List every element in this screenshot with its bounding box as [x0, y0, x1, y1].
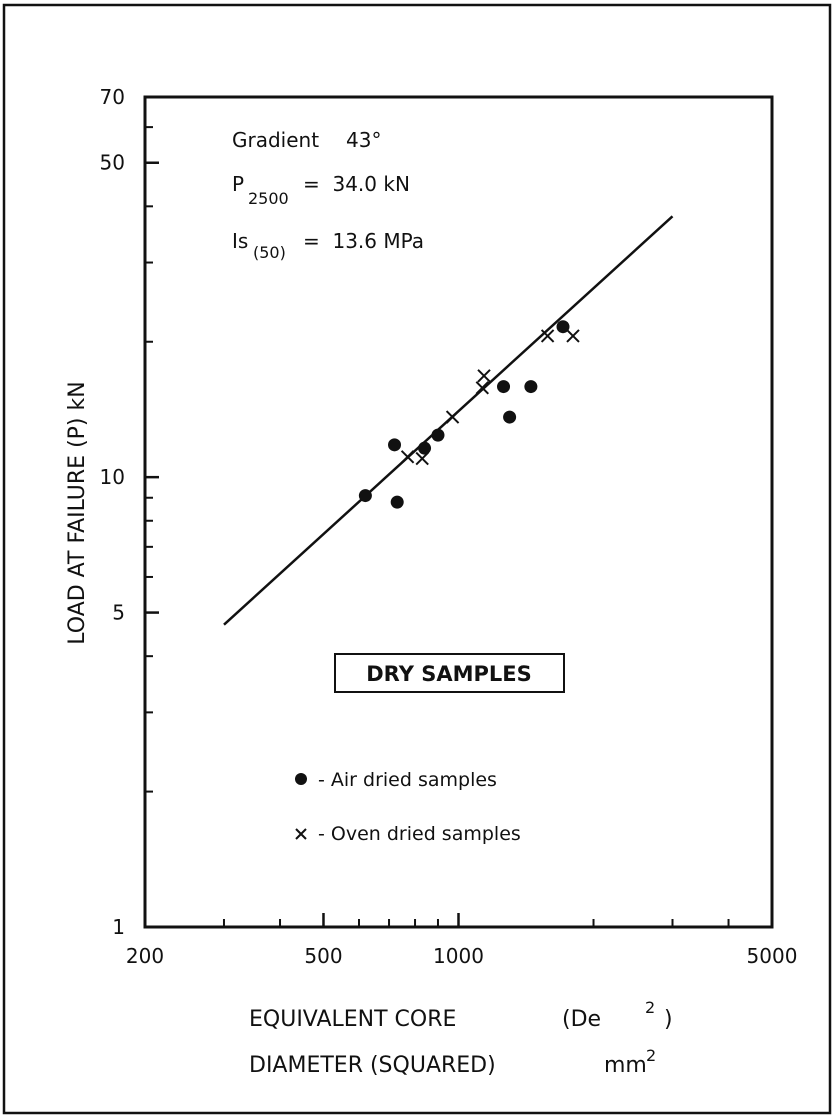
p-subscript: 2500: [248, 189, 289, 208]
x-axis-label-paren-open: (De: [562, 1007, 601, 1032]
air-dried-point: [497, 380, 511, 394]
oven-dried-point: [400, 450, 415, 464]
x-tick-label: 200: [126, 944, 164, 968]
p-symbol: P: [232, 172, 244, 196]
y-tick-label: 70: [100, 85, 125, 109]
legend-cross-marker: [295, 828, 307, 840]
gradient-value: 43°: [346, 128, 381, 152]
air-dried-point: [503, 410, 517, 424]
x-axis-label-line1: EQUIVALENT CORE: [249, 1007, 456, 1032]
oven-dried-point: [475, 381, 490, 395]
legend-dot-marker: [295, 773, 307, 785]
x-axis-label-superscript: 2: [645, 998, 655, 1017]
axis-tick-labels: 200 500 1000 5000 1 5 10 50 70: [100, 85, 798, 968]
dry-samples-box: [334, 653, 565, 693]
x-axis-unit-superscript: 2: [646, 1046, 656, 1065]
gradient-label: Gradient: [232, 128, 319, 152]
x-tick-label: 500: [304, 944, 342, 968]
dry-samples-label: DRY SAMPLES: [366, 662, 532, 686]
air-dried-point: [524, 380, 538, 394]
air-dried-point: [390, 495, 404, 509]
data-points: [358, 320, 580, 509]
figure-frame: [2, 3, 832, 1115]
y-tick-label: 1: [112, 915, 125, 939]
oven-dried-point: [445, 410, 460, 424]
oven-dried-point: [540, 329, 555, 343]
x-tick-label: 5000: [747, 944, 798, 968]
legend: - Air dried samples - Oven dried samples: [295, 769, 521, 845]
is-subscript: (50): [253, 243, 286, 262]
is-symbol: Is: [232, 229, 248, 253]
y-tick-label: 5: [112, 601, 125, 625]
air-dried-point: [431, 428, 445, 442]
y-axis-label: LOAD AT FAILURE (P) kN: [65, 381, 90, 644]
plot-area: [143, 95, 774, 929]
legend-air-dried-label: - Air dried samples: [318, 769, 497, 791]
x-axis-unit: mm: [604, 1053, 647, 1078]
air-dried-point: [556, 320, 570, 334]
x-axis-label-paren-close: ): [664, 1007, 673, 1032]
axis-ticks: [143, 95, 774, 929]
air-dried-point: [358, 489, 372, 503]
p-value: = 34.0 kN: [303, 172, 410, 196]
oven-dried-point: [566, 329, 580, 343]
y-tick-label: 10: [100, 465, 125, 489]
air-dried-point: [418, 441, 432, 455]
oven-dried-point: [415, 451, 429, 466]
y-tick-label: 50: [100, 151, 125, 175]
x-tick-label: 1000: [433, 944, 484, 968]
air-dried-point: [388, 438, 402, 452]
oven-dried-point: [477, 369, 491, 383]
x-axis-label-line2: DIAMETER (SQUARED): [249, 1053, 496, 1078]
legend-oven-dried-label: - Oven dried samples: [318, 823, 521, 845]
is-value: = 13.6 MPa: [303, 229, 424, 253]
